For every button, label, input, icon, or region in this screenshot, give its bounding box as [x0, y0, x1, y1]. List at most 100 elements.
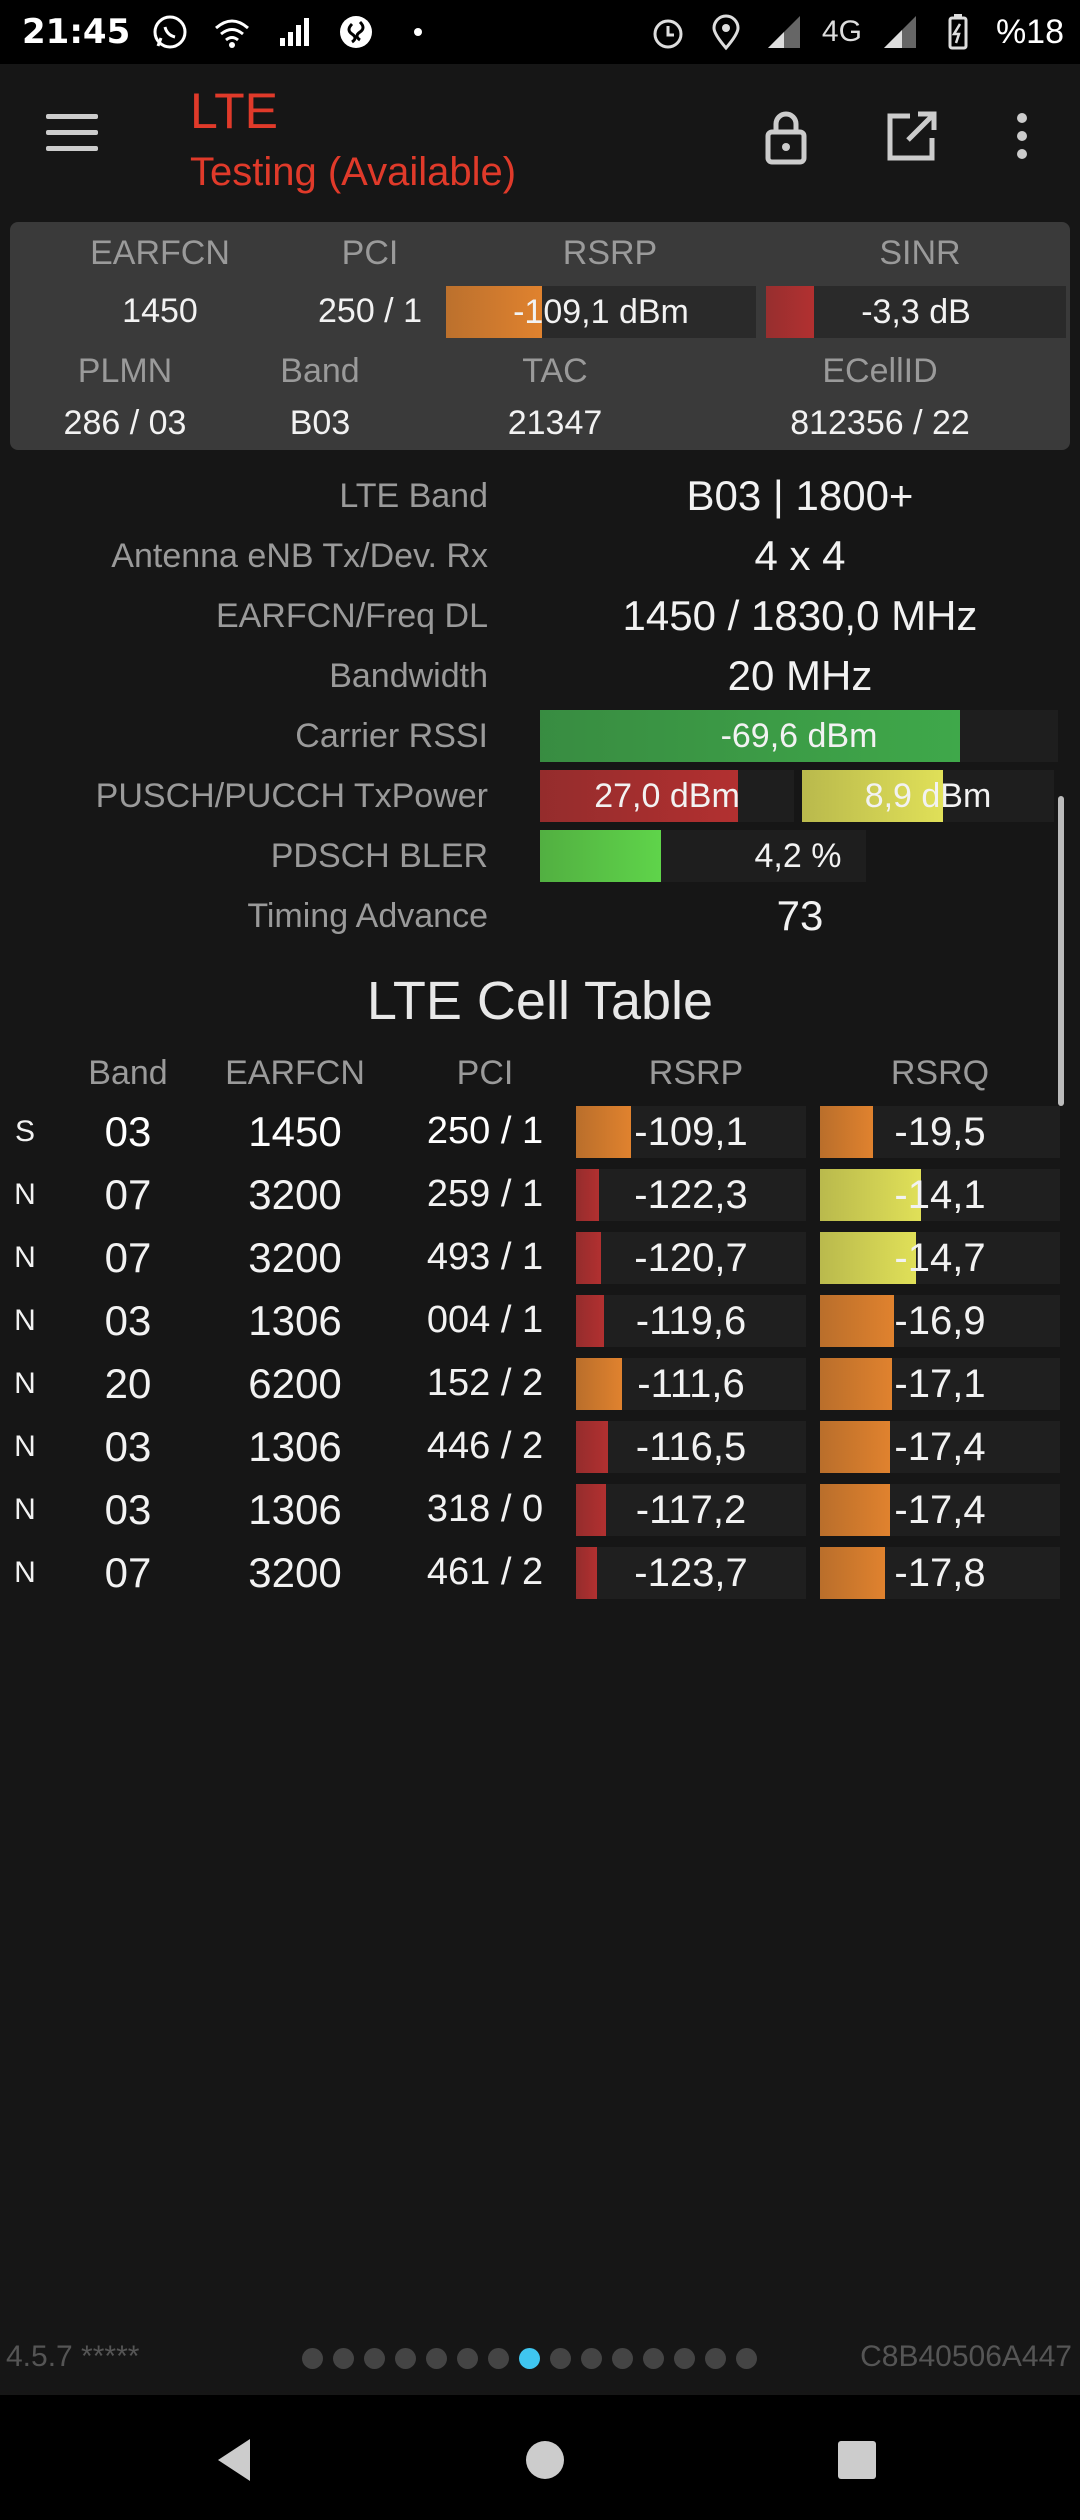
page-dot[interactable] [302, 2348, 323, 2369]
page-dot[interactable] [581, 2348, 602, 2369]
table-row: N 03 1306 446 / 2 -116,5 -17,4 [0, 1415, 1080, 1478]
cell-pci: 152 / 2 [426, 1362, 544, 1404]
cell-table-title: LTE Cell Table [366, 971, 714, 1031]
cell-rsrq-bar: -16,9 [820, 1295, 1060, 1347]
table-row: N 07 3200 461 / 2 -123,7 -17,8 [0, 1541, 1080, 1604]
alarm-icon [653, 19, 683, 49]
tac-value: 21347 [507, 404, 603, 442]
menu-icon[interactable] [46, 114, 98, 154]
page-indicator[interactable] [302, 2348, 757, 2369]
cell-type: N [14, 1304, 36, 1337]
page-dot[interactable] [364, 2348, 385, 2369]
page-dot[interactable] [395, 2348, 416, 2369]
serving-cell-summary: EARFCN PCI RSRP SINR 1450 250 / 1 -109,1… [10, 222, 1070, 450]
pusch-value: 27,0 dBm [594, 777, 740, 815]
cell-rsrq-bar: -17,4 [820, 1484, 1060, 1536]
cell-rsrp-bar: -116,5 [576, 1421, 806, 1473]
cell-band: 07 [104, 1171, 152, 1218]
table-row: N 20 6200 152 / 2 -111,6 -17,1 [0, 1352, 1080, 1415]
txpower-label: PUSCH/PUCCH TxPower [95, 777, 488, 815]
earfcn-value: 1450 [122, 292, 198, 330]
cell-rsrp-bar-fill [576, 1547, 597, 1599]
cell-band: 07 [104, 1549, 152, 1596]
earfcn-freq-value: 1450 / 1830,0 MHz [622, 592, 978, 639]
cell-rsrp-bar: -117,2 [576, 1484, 806, 1536]
scrollbar[interactable] [1058, 796, 1064, 1106]
cell-band: 03 [104, 1297, 152, 1344]
page-dot[interactable] [488, 2348, 509, 2369]
cell-rsrq: -17,4 [894, 1425, 986, 1469]
cell-type: N [14, 1493, 36, 1526]
page-dot[interactable] [705, 2348, 726, 2369]
antenna-label: Antenna eNB Tx/Dev. Rx [111, 537, 488, 575]
location-icon [712, 14, 740, 51]
rsrp-label: RSRP [562, 234, 658, 272]
bandwidth-value: 20 MHz [727, 652, 873, 699]
cell-rsrp-bar: -123,7 [576, 1547, 806, 1599]
cell-rsrq-bar-fill [820, 1169, 921, 1221]
version-label: 4.5.7 ***** [6, 2340, 140, 2373]
cell-rsrq-bar-fill [820, 1358, 892, 1410]
pci-label: PCI [341, 234, 399, 272]
bler-label: PDSCH BLER [270, 837, 488, 875]
page-dot[interactable] [519, 2348, 540, 2369]
page-dot[interactable] [457, 2348, 478, 2369]
cell-pci: 250 / 1 [426, 1110, 544, 1152]
pusch-bar: 27,0 dBm [540, 770, 794, 822]
page-dot[interactable] [426, 2348, 447, 2369]
detail-row-lte-band: LTE Band B03 | 1800+ [0, 466, 1080, 526]
page-dot[interactable] [550, 2348, 571, 2369]
cell-rsrp-bar-fill [576, 1232, 602, 1284]
cell-pci: 461 / 2 [426, 1551, 544, 1593]
cell-earfcn: 1306 [248, 1297, 342, 1344]
page-dot[interactable] [612, 2348, 633, 2369]
cell-type: S [14, 1115, 35, 1148]
detail-row-bandwidth: Bandwidth 20 MHz [0, 646, 1080, 706]
plmn-label: PLMN [77, 352, 173, 390]
lte-band-value: B03 | 1800+ [686, 472, 914, 519]
cell-rsrp: -117,2 [635, 1488, 747, 1532]
tac-label: TAC [522, 352, 588, 390]
app-bar: LTE Testing (Available) [0, 64, 1080, 214]
cell-earfcn: 6200 [248, 1360, 342, 1407]
cell-rsrp-bar: -119,6 [576, 1295, 806, 1347]
cell-earfcn: 1306 [248, 1486, 342, 1533]
pucch-value: 8,9 dBm [864, 777, 992, 815]
cell-rsrq-bar-fill [820, 1232, 916, 1284]
rssi-value: -69,6 dBm [720, 717, 878, 755]
cell-earfcn: 3200 [248, 1549, 342, 1596]
more-vert-icon[interactable] [990, 104, 1054, 168]
lock-icon[interactable] [754, 104, 818, 168]
sinr-bar-fill [766, 286, 814, 338]
page-subtitle: Testing (Available) [190, 150, 517, 194]
ta-label: Timing Advance [247, 897, 488, 935]
open-external-icon[interactable] [880, 104, 944, 168]
rssi-bar: -69,6 dBm [540, 710, 1058, 762]
cell-pci: 318 / 0 [426, 1488, 544, 1530]
cell-rsrq-bar: -14,7 [820, 1232, 1060, 1284]
status-bar: 21:45 4G %18 [0, 0, 1080, 64]
cell-type: N [14, 1241, 36, 1274]
network-type: 4G [821, 15, 862, 48]
recents-icon[interactable] [822, 2425, 892, 2495]
ecellid-label: ECellID [822, 352, 938, 390]
home-icon[interactable] [510, 2425, 580, 2495]
cell-rsrq-bar: -17,4 [820, 1421, 1060, 1473]
cell-rsrp-bar-fill [576, 1106, 632, 1158]
page-dot[interactable] [674, 2348, 695, 2369]
back-icon[interactable] [200, 2425, 270, 2495]
cell-rsrp-bar-fill [576, 1295, 604, 1347]
header-pci: PCI [456, 1054, 514, 1092]
cell-rsrp: -119,6 [635, 1299, 747, 1343]
band-value: B03 [289, 404, 351, 442]
cell-rsrq: -16,9 [894, 1299, 986, 1343]
page-dot[interactable] [333, 2348, 354, 2369]
page-dot[interactable] [643, 2348, 664, 2369]
cell-rsrp-bar: -122,3 [576, 1169, 806, 1221]
page-dot[interactable] [736, 2348, 757, 2369]
table-row: S 03 1450 250 / 1 -109,1 -19,5 [0, 1100, 1080, 1163]
cell-rsrq: -19,5 [894, 1110, 986, 1154]
cell-earfcn: 1306 [248, 1423, 342, 1470]
battery-level: %18 [995, 12, 1064, 51]
cell-rsrp: -116,5 [635, 1425, 747, 1469]
